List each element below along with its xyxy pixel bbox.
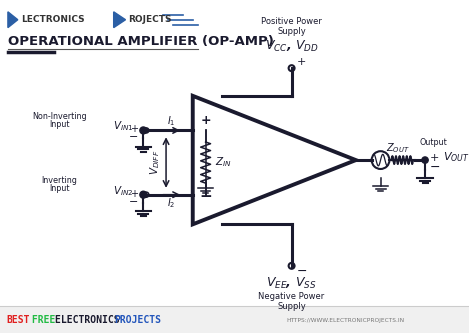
- Text: +: +: [130, 189, 138, 199]
- Text: Output: Output: [419, 138, 447, 147]
- Text: −: −: [129, 132, 138, 142]
- Text: −: −: [129, 197, 138, 207]
- Circle shape: [140, 191, 147, 198]
- Bar: [0, 307, 468, 333]
- Text: $V_{EE}$, $V_{SS}$: $V_{EE}$, $V_{SS}$: [266, 276, 317, 291]
- Text: $Z_{IN}$: $Z_{IN}$: [216, 156, 232, 170]
- Text: Input: Input: [49, 184, 70, 193]
- Text: −: −: [430, 160, 440, 174]
- Text: Inverting: Inverting: [41, 176, 77, 185]
- Text: PROJECTS: PROJECTS: [115, 315, 162, 325]
- Text: $V_{IN2}$: $V_{IN2}$: [113, 184, 134, 198]
- Text: BEST: BEST: [6, 315, 29, 325]
- Text: ELECTRONICS: ELECTRONICS: [55, 315, 126, 325]
- Text: +: +: [130, 124, 138, 134]
- Text: −: −: [297, 265, 307, 278]
- Text: $I_2$: $I_2$: [167, 197, 175, 210]
- Text: HTTPS://WWW.ELECTRONICPROJECTS.IN: HTTPS://WWW.ELECTRONICPROJECTS.IN: [287, 318, 405, 323]
- Text: +: +: [430, 153, 439, 163]
- Text: Negative Power: Negative Power: [258, 292, 325, 301]
- Circle shape: [422, 157, 428, 163]
- Text: $I_1$: $I_1$: [167, 115, 175, 128]
- Polygon shape: [114, 12, 126, 27]
- Text: $V_{IN1}$: $V_{IN1}$: [113, 120, 134, 133]
- Circle shape: [140, 127, 147, 134]
- Text: $Z_{OUT}$: $Z_{OUT}$: [386, 141, 410, 155]
- Text: ROJECTS: ROJECTS: [128, 15, 172, 24]
- Text: Positive Power: Positive Power: [261, 17, 322, 26]
- Text: Input: Input: [49, 120, 70, 129]
- Polygon shape: [8, 12, 18, 27]
- Text: Non-Inverting: Non-Inverting: [32, 112, 87, 121]
- Text: $V_{CC}$, $V_{DD}$: $V_{CC}$, $V_{DD}$: [264, 39, 319, 54]
- Text: +: +: [201, 114, 211, 127]
- Text: $V_{DIFF}$: $V_{DIFF}$: [148, 150, 162, 175]
- Text: Supply: Supply: [277, 302, 306, 311]
- Text: LECTRONICS: LECTRONICS: [21, 15, 84, 24]
- Text: −: −: [199, 189, 212, 204]
- Text: OPERATIONAL AMPLIFIER (OP-AMP): OPERATIONAL AMPLIFIER (OP-AMP): [8, 35, 274, 48]
- Text: +: +: [297, 57, 306, 67]
- Text: FREE: FREE: [26, 315, 61, 325]
- Text: $V_{OUT}$: $V_{OUT}$: [443, 150, 470, 164]
- Text: Supply: Supply: [277, 27, 306, 36]
